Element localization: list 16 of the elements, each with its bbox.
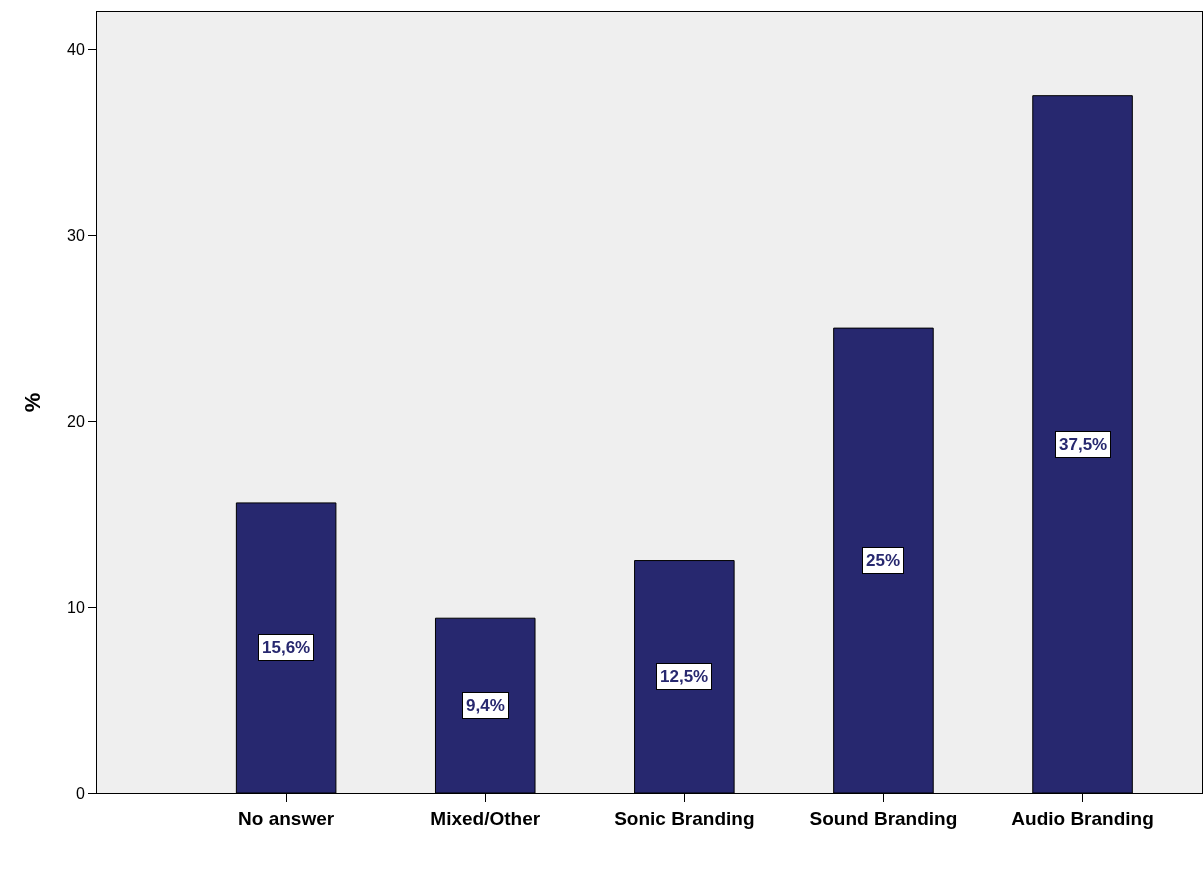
- data-label: 12,5%: [660, 667, 709, 686]
- y-tick-label: 30: [67, 226, 85, 244]
- y-tick-label: 10: [67, 598, 85, 616]
- y-tick-label: 20: [67, 412, 85, 430]
- y-tick-label: 0: [75, 784, 85, 802]
- data-label: 25%: [866, 551, 901, 570]
- x-tick-label: Mixed/Other: [430, 807, 541, 829]
- y-tick-label: 40: [67, 40, 85, 58]
- data-label: 37,5%: [1059, 435, 1108, 454]
- x-tick-label: No answer: [238, 807, 335, 829]
- x-tick-label: Sound Branding: [809, 807, 958, 829]
- y-axis-title: %: [19, 392, 45, 413]
- data-label: 15,6%: [262, 638, 311, 657]
- data-label: 9,4%: [466, 696, 505, 715]
- x-tick-label: Sonic Branding: [614, 807, 755, 829]
- x-tick-label: Audio Branding: [1011, 807, 1154, 829]
